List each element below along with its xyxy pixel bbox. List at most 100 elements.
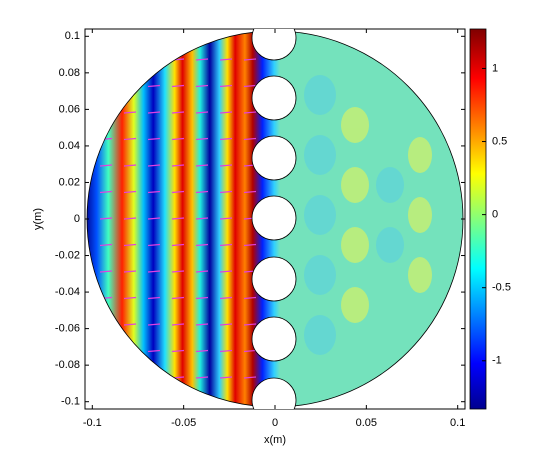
x-tick-label: 0 [272, 417, 278, 429]
arrow [219, 58, 233, 61]
arrow [219, 190, 233, 194]
arrow [243, 323, 257, 326]
colorbar-tick-label: -1 [492, 355, 502, 367]
arrow [243, 296, 257, 300]
y-axis-label: y(m) [32, 208, 44, 230]
arrow [243, 84, 257, 88]
arrow [219, 349, 233, 353]
arrow [219, 217, 233, 220]
y-tick-label: -0.08 [55, 359, 80, 371]
arrow [219, 137, 233, 141]
arrow [243, 243, 257, 247]
arrow [243, 137, 257, 141]
arrow [171, 217, 185, 220]
arrow [219, 296, 233, 300]
arrow [195, 349, 209, 353]
arrow [195, 323, 209, 326]
arrow [219, 164, 233, 167]
arrow [243, 349, 257, 353]
arrow [171, 270, 185, 273]
arrow [123, 323, 137, 326]
arrow [195, 376, 209, 379]
arrow [171, 164, 185, 167]
arrow [147, 243, 161, 247]
arrow [171, 349, 185, 353]
arrow [99, 243, 113, 247]
arrow [147, 270, 161, 273]
field-blobs-cool [304, 75, 404, 355]
x-tick-label: 0.05 [356, 417, 377, 429]
arrow [147, 137, 161, 141]
arrow [243, 190, 257, 194]
arrow [243, 58, 257, 61]
arrow [195, 84, 209, 88]
y-tick-label: 0.08 [59, 67, 80, 79]
arrow [171, 84, 185, 88]
arrow [243, 376, 257, 379]
arrow [147, 296, 161, 300]
arrow [123, 190, 137, 194]
y-tick-label: 0.1 [65, 30, 80, 42]
arrow [147, 164, 161, 167]
arrow [123, 164, 137, 167]
arrow [171, 296, 185, 300]
holes [251, 29, 297, 409]
arrow [123, 217, 137, 220]
x-tick-label: -0.1 [83, 417, 102, 429]
arrow [99, 270, 113, 273]
x-tick-label: -0.05 [171, 417, 196, 429]
arrow [195, 270, 209, 273]
arrow [147, 111, 161, 114]
arrow [123, 137, 137, 141]
y-tick-label: 0 [74, 213, 80, 225]
arrow [123, 111, 137, 114]
arrow [171, 190, 185, 194]
y-tick-label: -0.02 [55, 249, 80, 261]
arrow [195, 296, 209, 300]
arrow [219, 376, 233, 379]
y-tick-label: 0.02 [59, 176, 80, 188]
arrow [195, 190, 209, 194]
arrow [195, 137, 209, 141]
arrow [123, 243, 137, 247]
arrow [147, 84, 161, 88]
arrow [123, 270, 137, 273]
arrow [219, 243, 233, 247]
arrow [219, 111, 233, 114]
arrow [147, 349, 161, 353]
y-tick-label: -0.1 [61, 396, 80, 408]
arrow [195, 217, 209, 220]
arrow [219, 84, 233, 88]
x-tick-label: 0.1 [450, 417, 465, 429]
arrow [195, 164, 209, 167]
arrow [195, 58, 209, 61]
colorbar [469, 28, 487, 410]
arrow [123, 296, 137, 300]
colorbar-tick-label: 0.5 [492, 135, 507, 147]
arrow [219, 270, 233, 273]
x-axis-label: x(m) [264, 434, 286, 446]
arrow [171, 111, 185, 114]
arrow [147, 190, 161, 194]
arrow [243, 111, 257, 114]
colorbar-tick-label: 0 [492, 209, 498, 221]
field-blobs [341, 107, 432, 323]
y-tick-label: -0.04 [55, 286, 80, 298]
arrow [171, 243, 185, 247]
colorbar-tick-label: -0.5 [492, 282, 511, 294]
y-tick-label: 0.06 [59, 103, 80, 115]
arrow [219, 323, 233, 326]
colorbar-tick-label: 1 [492, 62, 498, 74]
y-tick-label: 0.04 [59, 140, 80, 152]
arrow [171, 137, 185, 141]
arrow [147, 323, 161, 326]
arrow [147, 217, 161, 220]
y-tick-label: -0.06 [55, 323, 80, 335]
arrow [99, 190, 113, 194]
arrow [195, 243, 209, 247]
arrow [171, 323, 185, 326]
arrow [195, 111, 209, 114]
arrow [99, 164, 113, 167]
arrow [99, 217, 113, 220]
